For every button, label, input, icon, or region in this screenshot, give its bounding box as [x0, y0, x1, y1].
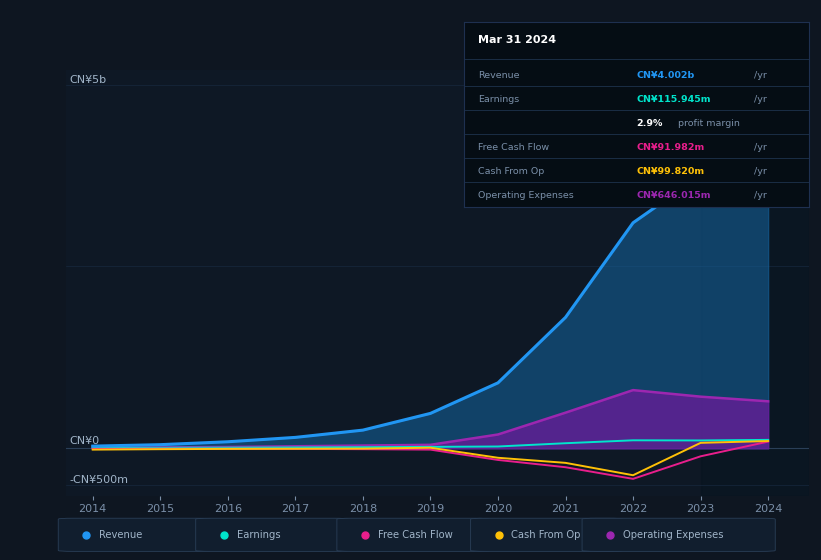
Text: CN¥646.015m: CN¥646.015m [636, 191, 711, 200]
Text: Operating Expenses: Operating Expenses [623, 530, 723, 540]
Text: profit margin: profit margin [677, 119, 740, 128]
Text: Earnings: Earnings [236, 530, 280, 540]
Text: /yr: /yr [754, 167, 766, 176]
Text: CN¥0: CN¥0 [70, 436, 99, 446]
Text: Revenue: Revenue [478, 72, 519, 81]
Text: Mar 31 2024: Mar 31 2024 [478, 35, 556, 45]
Text: CN¥115.945m: CN¥115.945m [636, 95, 711, 104]
Bar [700, 70, 809, 496]
FancyBboxPatch shape [582, 518, 775, 552]
Text: CN¥5b: CN¥5b [70, 74, 107, 85]
Text: CN¥4.002b: CN¥4.002b [636, 72, 695, 81]
Text: CN¥91.982m: CN¥91.982m [636, 143, 704, 152]
Text: Free Cash Flow: Free Cash Flow [478, 143, 548, 152]
Text: Cash From Op: Cash From Op [478, 167, 544, 176]
Text: /yr: /yr [754, 191, 766, 200]
Text: Revenue: Revenue [99, 530, 143, 540]
FancyBboxPatch shape [470, 518, 623, 552]
FancyBboxPatch shape [337, 518, 489, 552]
Text: Free Cash Flow: Free Cash Flow [378, 530, 452, 540]
Text: -CN¥500m: -CN¥500m [70, 475, 128, 485]
Text: 2.9%: 2.9% [636, 119, 663, 128]
Text: /yr: /yr [754, 95, 766, 104]
Text: Cash From Op: Cash From Op [511, 530, 581, 540]
Text: CN¥99.820m: CN¥99.820m [636, 167, 704, 176]
Text: Operating Expenses: Operating Expenses [478, 191, 573, 200]
Text: /yr: /yr [754, 72, 766, 81]
FancyBboxPatch shape [195, 518, 348, 552]
Text: Earnings: Earnings [478, 95, 519, 104]
FancyBboxPatch shape [58, 518, 210, 552]
Text: /yr: /yr [754, 143, 766, 152]
